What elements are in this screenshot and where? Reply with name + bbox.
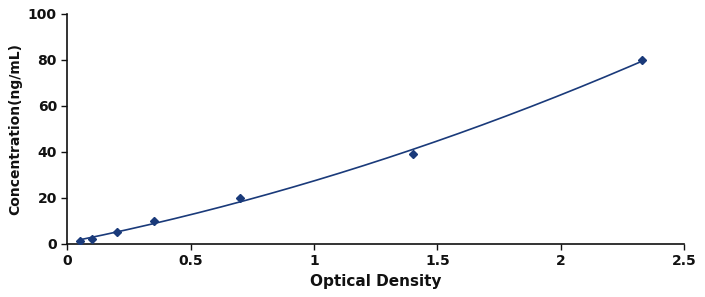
Y-axis label: Concentration(ng/mL): Concentration(ng/mL) <box>8 43 23 215</box>
X-axis label: Optical Density: Optical Density <box>310 274 441 289</box>
